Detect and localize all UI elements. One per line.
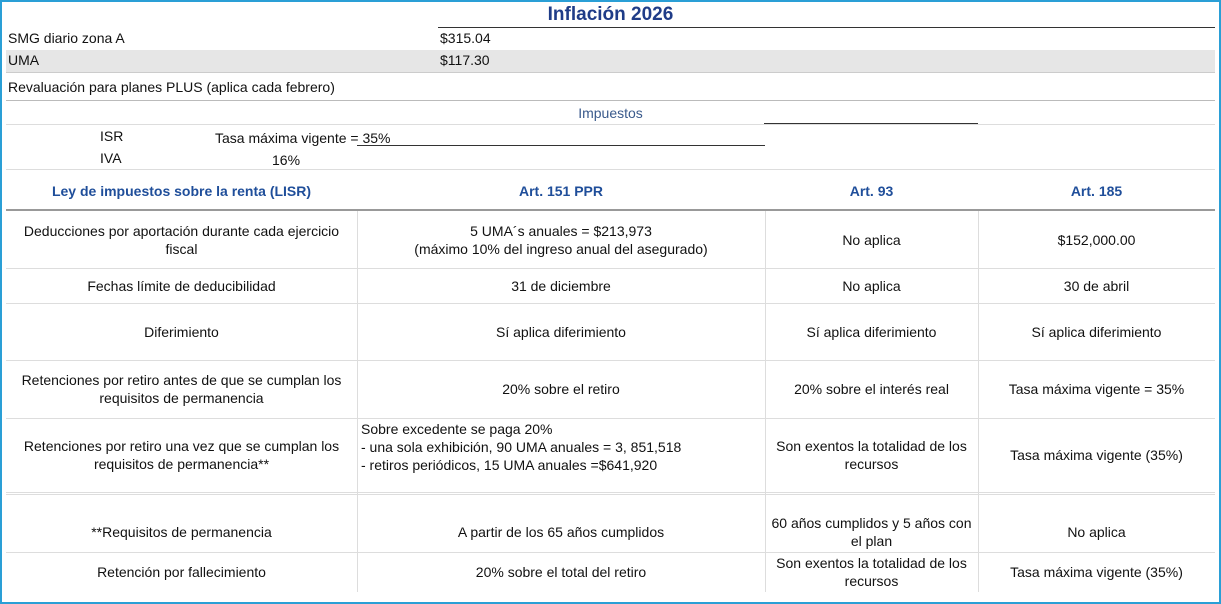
column-header: Art. 93 (849, 183, 894, 199)
cell-text: Son exentos la totalidad de los recursos (776, 438, 967, 472)
cell-text: Fechas límite de deducibilidad (87, 277, 276, 294)
table-cell: Fechas límite de deducibilidad (6, 268, 357, 303)
cell-text: 30 de abril (1063, 277, 1130, 294)
column-header: Art. 151 PPR (518, 183, 604, 199)
table-cell: Deducciones por aportación durante cada … (6, 211, 357, 268)
rule (6, 209, 1215, 211)
table-cell: 31 de diciembre (357, 268, 765, 303)
cell-text: 20% sobre el total del retiro (475, 564, 647, 580)
cell-text: Sí aplica diferimiento (806, 323, 937, 340)
rule (6, 100, 1215, 101)
table-cell: Diferimiento (6, 303, 357, 360)
column-header: Ley de impuestos sobre la renta (LISR) (51, 183, 312, 199)
info-value: $117.30 (440, 52, 490, 68)
cell-text: No aplica (842, 231, 901, 248)
row-divider (6, 418, 1215, 419)
column-header: Art. 185 (1070, 183, 1123, 199)
table-cell: Tasa máxima vigente = 35% (978, 360, 1215, 418)
row-divider (6, 303, 1215, 304)
cell-text: No aplica (1067, 524, 1126, 540)
tax-label: ISR (100, 128, 124, 144)
table-cell: Sí aplica diferimiento (765, 303, 978, 360)
table-cell: No aplica (765, 211, 978, 268)
table-cell: Tasa máxima vigente (35%) (978, 552, 1215, 592)
rule (6, 169, 1215, 170)
table-cell: 20% sobre el interés real (765, 360, 978, 418)
rule (357, 145, 765, 146)
row-divider (6, 268, 1215, 269)
info-label: Revaluación para planes PLUS (aplica cad… (8, 79, 335, 95)
row-divider (6, 360, 1215, 361)
tax-value: Tasa máxima vigente = 35% (215, 130, 391, 146)
rule (764, 123, 978, 124)
cell-text: Sobre excedente se paga 20% (361, 421, 553, 437)
table-cell: Son exentos la totalidad de los recursos (765, 552, 978, 592)
cell-text: Sí aplica diferimiento (1031, 323, 1162, 340)
rule (438, 27, 1215, 28)
cell-text: Tasa máxima vigente (35%) (1010, 447, 1183, 463)
table-cell: Son exentos la totalidad de los recursos (765, 418, 978, 492)
table-cell: 5 UMA´s anuales = $213,973 (máximo 10% de… (357, 211, 765, 268)
row-divider (6, 492, 1215, 493)
cell-text: No aplica (842, 277, 901, 294)
table-cell: 20% sobre el total del retiro (357, 552, 765, 592)
cell-text: Diferimiento (144, 323, 219, 340)
table-cell: Tasa máxima vigente (35%) (978, 418, 1215, 492)
table-cell: No aplica (978, 512, 1215, 552)
cell-text: A partir de los 65 años cumplidos (457, 524, 665, 540)
cell-text: Retenciones por retiro antes de que se c… (21, 372, 342, 406)
tax-label: IVA (100, 150, 122, 166)
table-cell: **Requisitos de permanencia (6, 512, 357, 552)
cell-text: 20% sobre el retiro (502, 381, 620, 397)
section-title: Impuestos (578, 105, 643, 121)
cell-text: Tasa máxima vigente (35%) (1010, 564, 1183, 580)
table-cell: Retenciones por retiro una vez que se cu… (6, 418, 357, 492)
table-cell: Sí aplica diferimiento (978, 303, 1215, 360)
table-cell: 60 años cumplidos y 5 años con el plan (765, 512, 978, 552)
cell-text: $152,000.00 (1057, 231, 1136, 248)
table-cell: Retención por fallecimiento (6, 552, 357, 592)
cell-text: Retenciones por retiro una vez que se cu… (23, 438, 340, 472)
cell-text: Son exentos la totalidad de los recursos (776, 555, 967, 589)
tax-value: 16% (272, 152, 301, 168)
table-cell: Retenciones por retiro antes de que se c… (6, 360, 357, 418)
table-cell: A partir de los 65 años cumplidos (357, 512, 765, 552)
info-label: UMA (8, 52, 40, 68)
cell-text: 20% sobre el interés real (794, 381, 949, 397)
table-cell: 30 de abril (978, 268, 1215, 303)
row-shade (6, 50, 1215, 72)
info-label: SMG diario zona A (8, 30, 125, 46)
cell-text: Deducciones por aportación durante cada … (23, 222, 340, 257)
row-divider (6, 494, 1215, 495)
table-cell: Sí aplica diferimiento (357, 303, 765, 360)
cell-text: **Requisitos de permanencia (91, 524, 272, 540)
cell-text: 5 UMA´s anuales = $213,973 (470, 222, 652, 239)
col-divider (357, 211, 358, 592)
table-cell: Sobre excedente se paga 20% - una sola ex… (357, 418, 765, 492)
table-cell: 20% sobre el retiro (357, 360, 765, 418)
info-value: $315.04 (440, 30, 491, 46)
cell-text: Sí aplica diferimiento (496, 323, 626, 340)
table-cell: $152,000.00 (978, 211, 1215, 268)
row-divider (6, 552, 1215, 553)
cell-text: - una sola exhibición, 90 UMA anuales = … (361, 439, 682, 455)
cell-text: Tasa máxima vigente = 35% (1008, 381, 1185, 397)
cell-text: 60 años cumplidos y 5 años con el plan (771, 515, 972, 549)
title: Inflación 2026 (547, 4, 674, 25)
col-divider (978, 211, 979, 592)
cell-text: Retención por fallecimiento (97, 564, 266, 580)
rule (6, 72, 1215, 73)
cell-text: 31 de diciembre (511, 277, 611, 294)
cell-text: (máximo 10% del ingreso anual del asegur… (414, 240, 708, 257)
rule (6, 124, 1215, 125)
table-cell: No aplica (765, 268, 978, 303)
col-divider (765, 211, 766, 592)
cell-text: - retiros periódicos, 15 UMA anuales =$6… (361, 457, 658, 473)
